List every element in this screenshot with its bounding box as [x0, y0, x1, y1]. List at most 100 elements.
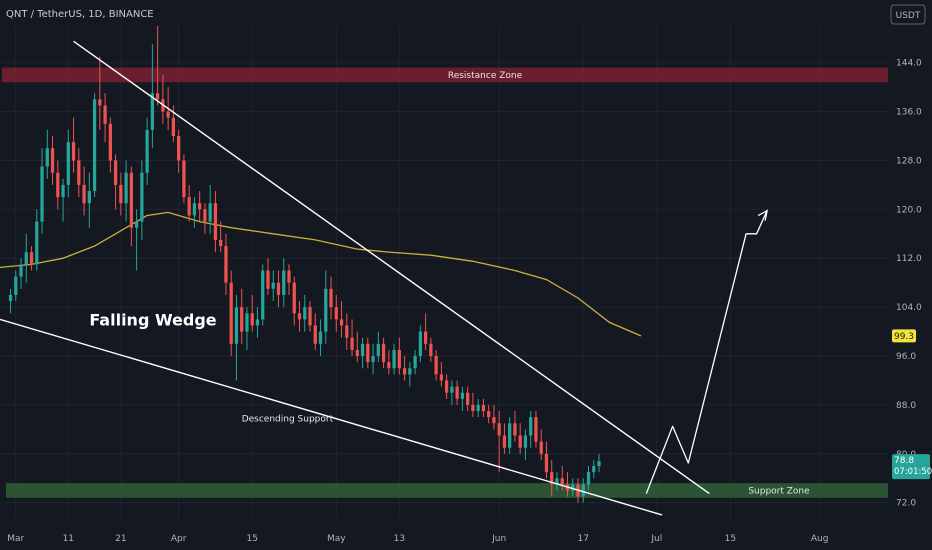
candle: [444, 374, 449, 399]
candle-body: [476, 404, 480, 412]
candle-body: [192, 203, 197, 216]
candle: [313, 313, 317, 350]
candle-body: [413, 356, 417, 369]
candle-body: [366, 343, 370, 363]
candle: [560, 466, 564, 491]
candle-body: [150, 93, 155, 130]
candle: [471, 392, 475, 418]
time-axis[interactable]: Mar 11 21 Apr 15 May 13 Jun 17 Jul 15 Aug: [7, 534, 828, 544]
candle-body: [376, 343, 380, 357]
candle-body: [56, 172, 60, 198]
candle-body: [177, 136, 181, 161]
candle-body: [571, 484, 575, 491]
candle: [476, 398, 480, 418]
candle-body: [87, 191, 91, 204]
candle: [213, 191, 218, 253]
candle-body: [350, 337, 354, 350]
candles: [8, 26, 601, 503]
candle: [208, 184, 212, 234]
candle: [198, 191, 202, 222]
candle-body: [408, 368, 412, 375]
candle-body: [119, 184, 123, 204]
zones: [2, 67, 888, 498]
time-tick-label: 13: [394, 534, 405, 544]
candle-body: [308, 307, 312, 326]
candle: [98, 56, 102, 130]
candle: [276, 270, 281, 308]
price-badge-background: [892, 454, 930, 480]
projection-path: [645, 210, 768, 494]
candle-body: [45, 148, 49, 167]
candle-body: [40, 166, 44, 222]
candle-body: [418, 331, 422, 357]
candle: [266, 258, 270, 295]
candle: [423, 313, 428, 350]
candle: [187, 184, 191, 222]
currency-button-frame[interactable]: [890, 4, 926, 25]
candle: [87, 172, 91, 228]
candle: [360, 337, 365, 369]
candle-body: [271, 282, 275, 289]
candle: [329, 276, 333, 320]
candle: [397, 337, 401, 375]
candle: [219, 221, 223, 253]
candle-body: [50, 148, 55, 173]
time-tick-label: 11: [63, 534, 74, 544]
candle-body: [245, 313, 249, 332]
candle-body: [518, 435, 522, 448]
candle-body: [487, 411, 491, 418]
candle: [413, 349, 417, 375]
candle-body: [24, 252, 28, 265]
candle: [271, 270, 275, 302]
price-tick-label: 136.0: [896, 108, 922, 118]
candle: [518, 423, 522, 454]
ma-line: [0, 211, 642, 337]
price-tick-label: 72.0: [896, 499, 916, 509]
candle-body: [261, 270, 265, 320]
candle-body: [513, 423, 517, 436]
candle: [192, 197, 197, 228]
candle-body: [234, 307, 239, 344]
time-tick-label: 17: [578, 534, 589, 544]
candle-body: [523, 435, 528, 448]
candle: [460, 386, 465, 412]
candle: [50, 136, 55, 185]
candle: [108, 117, 112, 173]
candle: [203, 203, 207, 234]
candle-body: [182, 160, 186, 198]
candle-body: [134, 221, 139, 228]
candle-body: [339, 319, 344, 326]
candle: [71, 117, 76, 173]
support-zone: [6, 483, 888, 498]
candle: [82, 166, 86, 216]
candle-body: [166, 111, 170, 118]
resistance-zone-label: Resistance Zone: [448, 71, 523, 81]
candle-body: [14, 276, 18, 295]
candle-body: [276, 282, 281, 295]
candle: [150, 44, 155, 149]
candle-body: [444, 380, 449, 393]
currency-button-label[interactable]: USDT: [896, 11, 921, 21]
candle: [35, 209, 39, 271]
candle: [350, 319, 354, 357]
candle: [550, 459, 554, 497]
candle-body: [35, 221, 39, 265]
candle-body: [597, 461, 601, 467]
candle: [481, 398, 486, 418]
candle: [66, 129, 70, 198]
currency-button[interactable]: USDT: [890, 4, 926, 25]
candle-body: [481, 404, 486, 412]
candle: [571, 478, 575, 497]
candle-body: [397, 349, 401, 369]
candle-body: [360, 343, 365, 357]
falling-wedge-label: Falling Wedge: [89, 310, 216, 329]
candle: [429, 337, 433, 363]
candle-body: [303, 307, 307, 320]
candle-body: [334, 307, 338, 320]
candle-body: [98, 99, 102, 106]
candle: [224, 233, 228, 295]
candle: [455, 380, 459, 405]
time-tick-label: Jul: [650, 534, 662, 544]
